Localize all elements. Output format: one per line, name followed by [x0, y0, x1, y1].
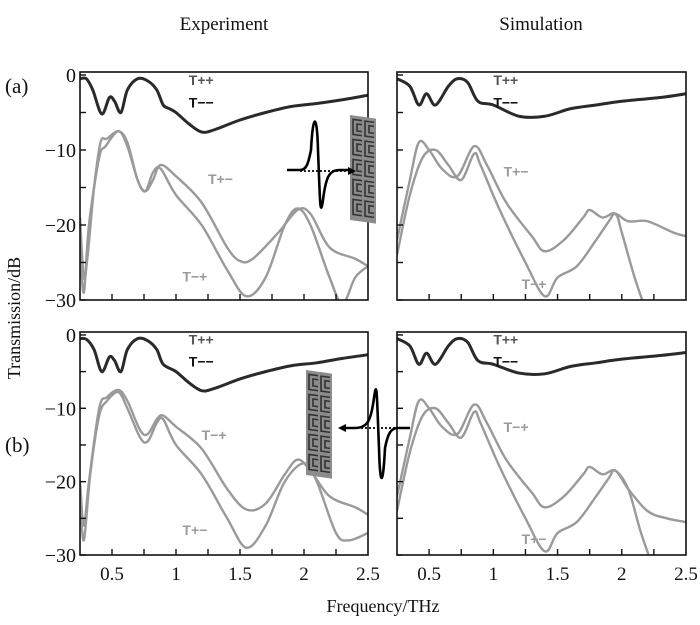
plot-frame: [396, 331, 687, 556]
y-axis-label: Transmission/dB: [4, 257, 24, 379]
series-line-co-pol: [80, 76, 368, 134]
unit-cell-icon: [364, 120, 374, 139]
series-line-cross-pol-1: [397, 398, 686, 524]
series-line-cross-pol-2: [397, 148, 686, 298]
curve-label: T−−: [493, 94, 518, 110]
series-line-cross-pol-1: [80, 130, 368, 281]
curve-label: T−+: [504, 419, 529, 435]
curve-label: T−−: [189, 353, 214, 369]
curve-label: T−+: [182, 268, 207, 284]
unit-cell-icon: [308, 393, 318, 412]
unit-cell-icon: [364, 180, 374, 199]
unit-cell-icon: [352, 158, 362, 177]
curve-label: T+−: [522, 531, 547, 547]
curve-label: T+−: [208, 171, 233, 187]
series-line-co-pol: [397, 336, 686, 376]
unit-cell-icon: [320, 415, 330, 434]
unit-cell-icon: [352, 118, 362, 137]
series-line-cross-pol-2: [80, 130, 368, 300]
inset-pulse-metasurface-a: [287, 115, 376, 224]
column-title-experiment: Experiment: [180, 14, 269, 35]
x-tick-label: 2: [299, 564, 309, 585]
series-line-cross-pol-2: [397, 406, 650, 555]
series-line-co-pol: [80, 336, 368, 393]
y-tick-label: −30: [45, 290, 76, 312]
unit-cell-icon: [320, 455, 330, 474]
unit-cell-icon: [320, 375, 330, 394]
y-tick-label: −10: [45, 140, 76, 162]
x-tick-label: 1.5: [228, 564, 252, 585]
curve-label: T−+: [522, 276, 547, 292]
y-tick-label: −20: [45, 215, 76, 237]
column-title-simulation: Simulation: [499, 14, 583, 35]
panel-a-simulation: T++ T−− T+− T−+: [396, 71, 687, 301]
x-tick-label: 0.5: [417, 564, 441, 585]
pulse-wave-icon: [287, 120, 352, 209]
unit-cell-icon: [320, 435, 330, 454]
y-tick-label: −30: [45, 545, 76, 567]
inset-pulse-metasurface-b: [306, 370, 410, 480]
panel-a-experiment: 0 −10 −20 −30 T++ T−− T+− T−+: [45, 65, 369, 312]
row-label-b: (b): [5, 433, 30, 457]
y-tick-label: 0: [66, 325, 76, 347]
unit-cell-icon: [352, 198, 362, 217]
x-tick-label: 1: [489, 564, 499, 585]
panel-b-simulation: 0.5 1 1.5 2 2.5 T++ T−− T−+ T+−: [396, 331, 698, 585]
x-tick-label: 1: [171, 564, 181, 585]
x-tick-label: 2.5: [356, 564, 380, 585]
y-tick-label: 0: [66, 65, 76, 87]
unit-cell-icon: [308, 453, 318, 472]
metasurface-icon: [306, 370, 332, 479]
curve-label: T++: [493, 331, 518, 347]
panel-b-experiment: 0 −10 −20 −30 0.5 1 1.5 2 2.5 T++ T−− T−+ T+−: [45, 325, 380, 585]
unit-cell-icon: [364, 140, 374, 159]
curve-label: T+−: [504, 163, 529, 179]
series-line-co-pol: [397, 77, 686, 119]
plot-frame: [79, 331, 369, 556]
unit-cell-icon: [352, 138, 362, 157]
plot-frame: [396, 71, 687, 301]
unit-cell-icon: [308, 413, 318, 432]
curve-label: T++: [189, 72, 214, 88]
x-tick-label: 1.5: [546, 564, 570, 585]
row-label-a: (a): [5, 74, 28, 98]
unit-cell-icon: [352, 178, 362, 197]
y-tick-label: −10: [45, 398, 76, 420]
curve-label: T−+: [202, 427, 227, 443]
curve-label: T−−: [493, 353, 518, 369]
unit-cell-icon: [320, 395, 330, 414]
y-tick-label: −20: [45, 472, 76, 494]
unit-cell-icon: [364, 160, 374, 179]
pulse-wave-icon: [345, 388, 410, 480]
curve-label: T+−: [182, 522, 207, 538]
unit-cell-icon: [364, 200, 374, 219]
x-tick-label: 2: [617, 564, 627, 585]
metasurface-icon: [350, 115, 376, 224]
curve-label: T++: [493, 72, 518, 88]
unit-cell-icon: [308, 433, 318, 452]
curve-label: T++: [189, 331, 214, 347]
unit-cell-icon: [308, 373, 318, 392]
x-axis-label: Frequency/THz: [327, 596, 440, 616]
x-tick-label: 0.5: [100, 564, 124, 585]
x-tick-label: 2.5: [674, 564, 698, 585]
curve-label: T−−: [189, 94, 214, 110]
